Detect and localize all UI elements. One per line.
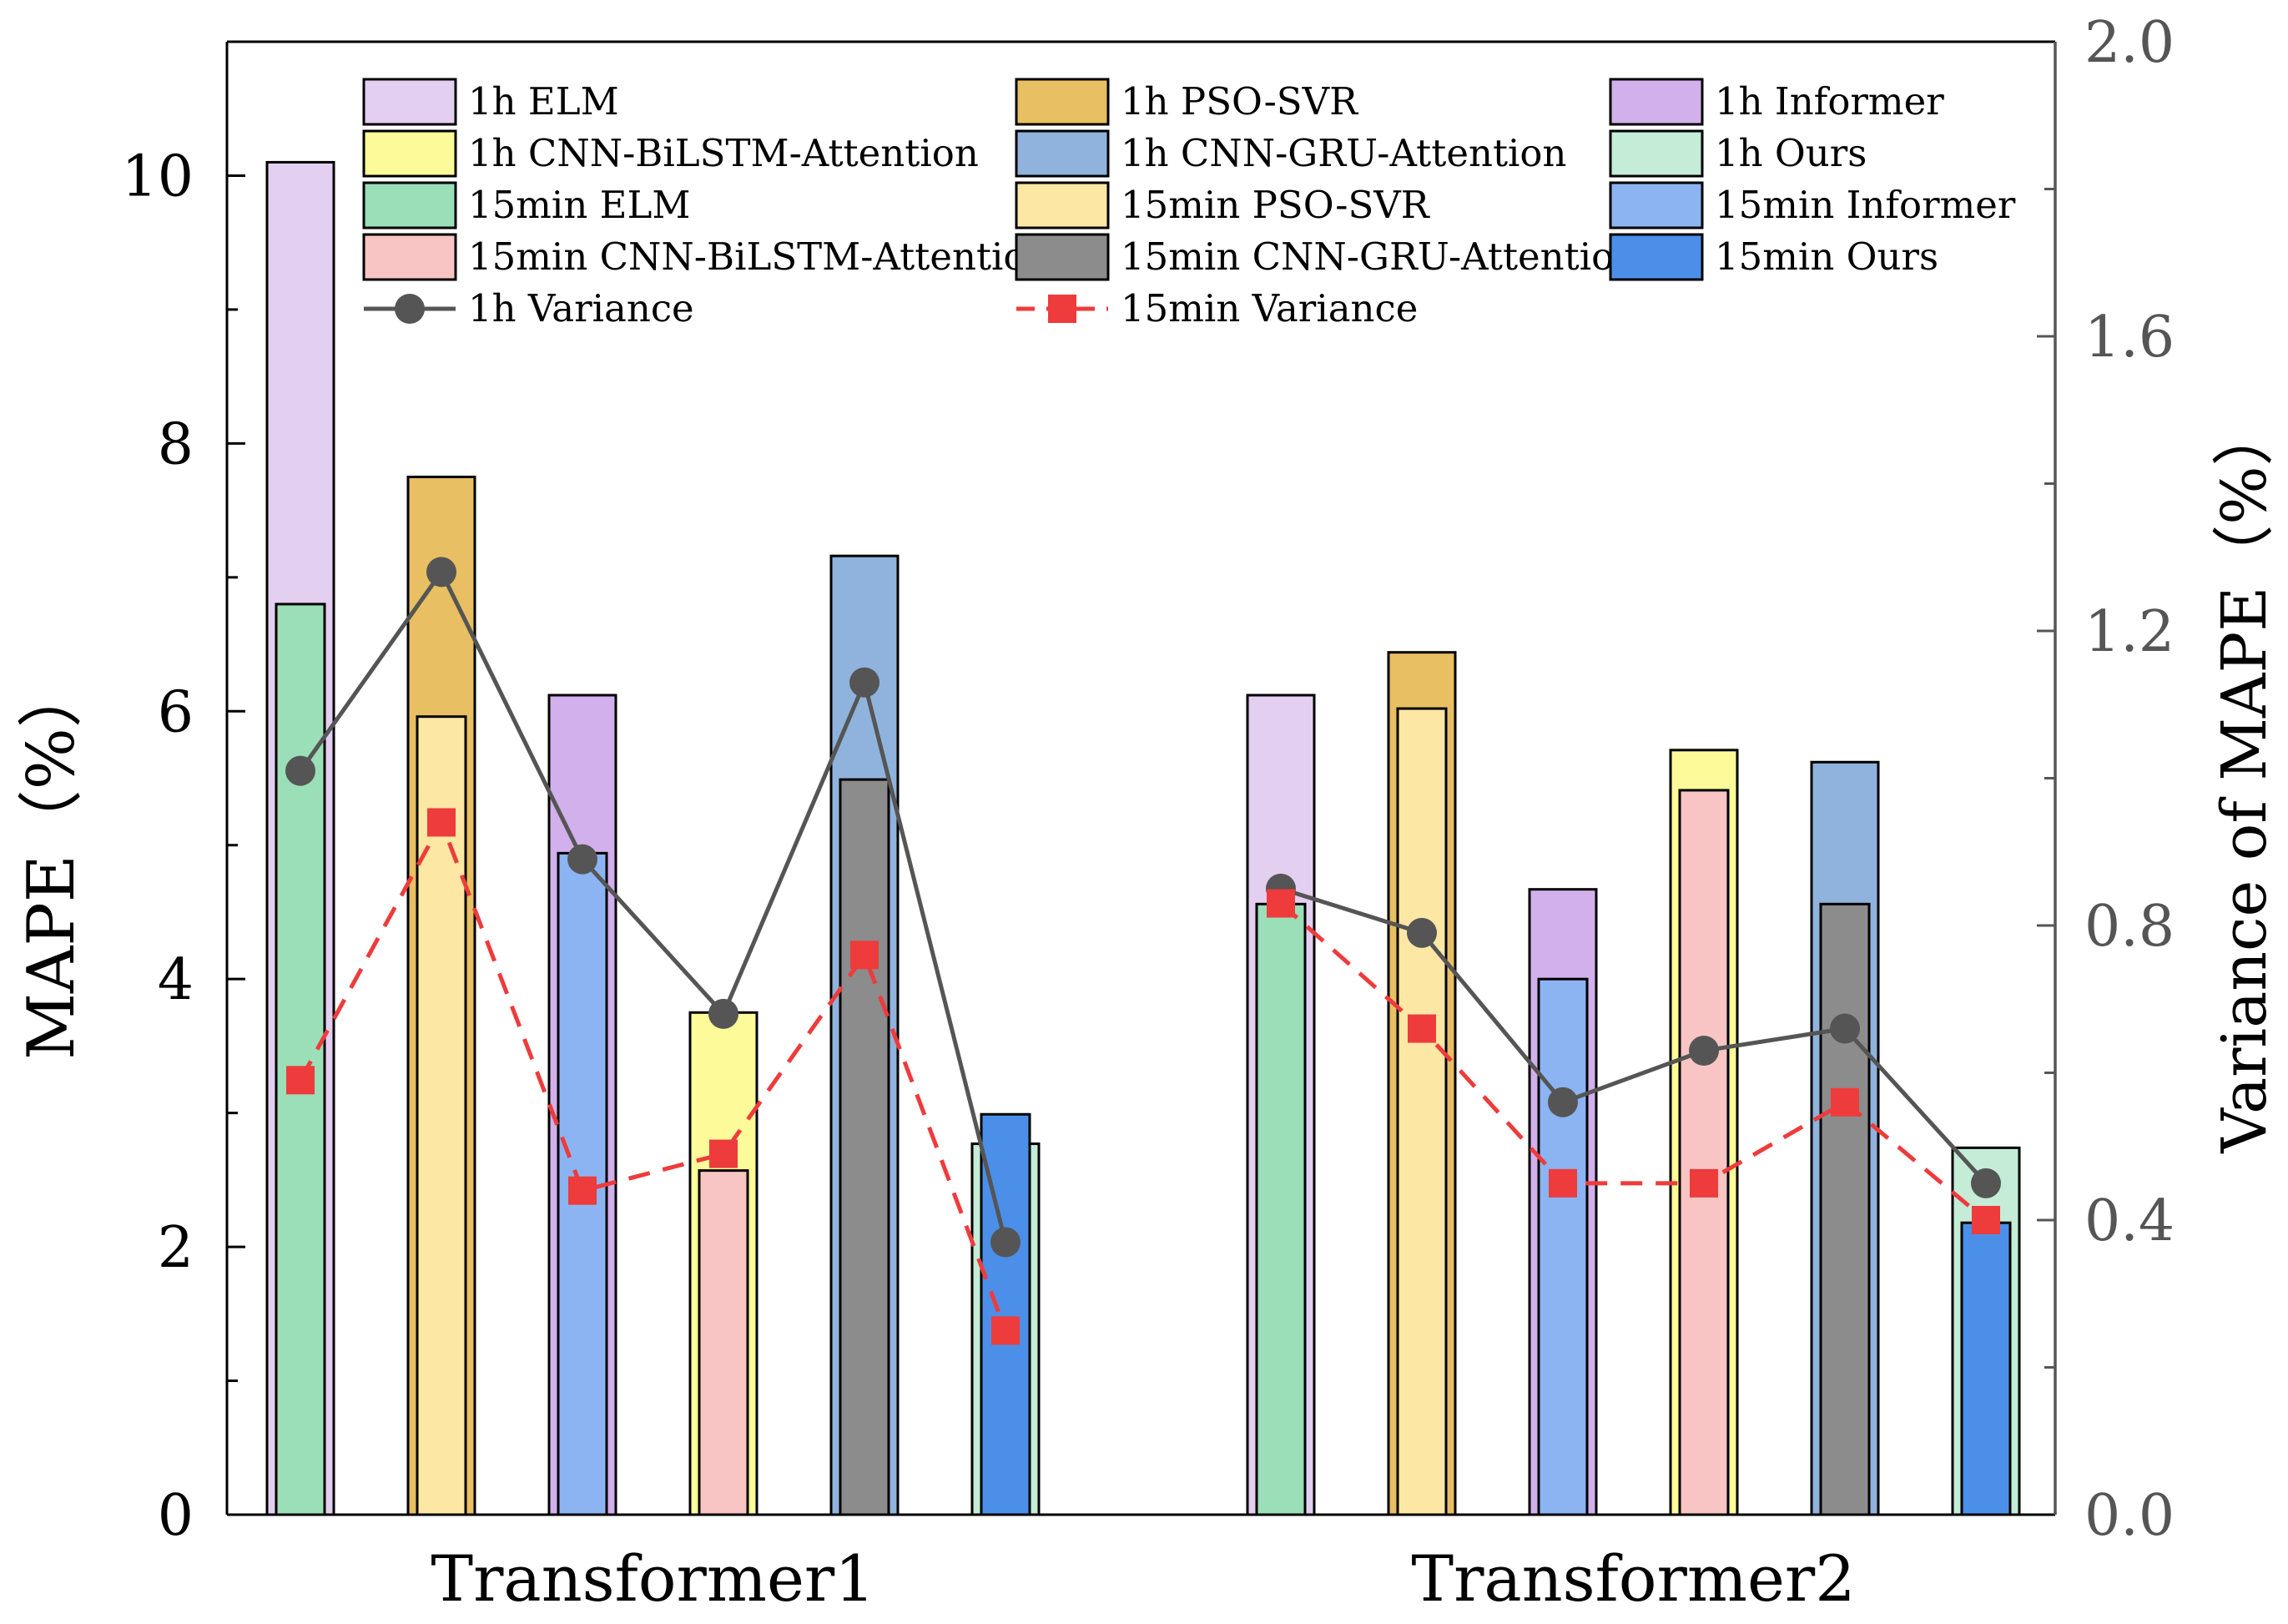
legend-label-1h-5: 1h Ours bbox=[1715, 131, 1867, 175]
variance-point-1h-t1-0 bbox=[285, 755, 315, 786]
legend-swatch-1h-0 bbox=[362, 78, 457, 126]
variance-lines-layer bbox=[285, 557, 2001, 1345]
bar-15min-pso-svr-2 bbox=[1396, 707, 1448, 1516]
y-tick-label: 6 bbox=[158, 679, 194, 745]
variance-point-1h-t1-1 bbox=[426, 557, 456, 588]
legend-label-15min-variance: 15min Variance bbox=[1121, 286, 1418, 330]
variance-point-1h-t2-4 bbox=[1830, 1013, 1860, 1044]
legend-swatch-1h-1 bbox=[1015, 78, 1110, 126]
variance-point-1h-t1-5 bbox=[990, 1227, 1021, 1258]
variance-point-15min-t1-2 bbox=[568, 1176, 597, 1205]
variance-point-15min-t2-1 bbox=[1408, 1014, 1436, 1043]
variance-point-15min-t1-3 bbox=[709, 1139, 738, 1168]
variance-point-1h-t2-5 bbox=[1971, 1168, 2001, 1198]
variance-point-15min-t1-5 bbox=[991, 1316, 1020, 1345]
x-category-label: Transformer2 bbox=[1411, 1541, 1855, 1616]
legend-marker-1h-variance bbox=[395, 294, 425, 324]
y-tick-label: 10 bbox=[121, 144, 194, 209]
legend-swatch-15min-2 bbox=[1609, 181, 1704, 229]
legend: 1h ELM 1h PSO-SVR 1h Informer 1h CNN-BiLSTM… bbox=[362, 78, 2016, 330]
y2-tick-label: 2.0 bbox=[2084, 10, 2175, 76]
y2-axis-title: Variance of MAPE（%） bbox=[2209, 404, 2280, 1153]
legend-swatch-15min-5 bbox=[1609, 233, 1704, 281]
legend-label-1h-1: 1h PSO-SVR bbox=[1121, 79, 1358, 124]
variance-point-1h-t2-3 bbox=[1689, 1036, 1719, 1067]
y-tick-label: 2 bbox=[158, 1215, 194, 1281]
y-tick-label: 4 bbox=[158, 947, 194, 1013]
legend-label-1h-3: 1h CNN-BiLSTM-Attention bbox=[468, 131, 979, 175]
variance-point-15min-t2-3 bbox=[1690, 1168, 1718, 1198]
legend-label-15min-4: 15min CNN-GRU-Attention bbox=[1121, 235, 1638, 279]
bar-15min-elm-1 bbox=[275, 603, 326, 1516]
y-ticks-layer: 0 2 4 6 8 10 bbox=[121, 144, 245, 1549]
variance-point-1h-t2-1 bbox=[1407, 917, 1437, 948]
y2-ticks-layer: 0.0 0.4 0.8 1.2 1.6 2.0 bbox=[2037, 10, 2175, 1549]
bar-15min-elm-2 bbox=[1255, 902, 1307, 1516]
x-category-labels: Transformer1 Transformer2 bbox=[431, 1541, 1855, 1616]
y2-tick-label: 0.8 bbox=[2084, 894, 2175, 960]
variance-point-15min-t2-4 bbox=[1831, 1087, 1859, 1117]
legend-marker-15min-variance bbox=[1048, 295, 1076, 323]
legend-label-1h-0: 1h ELM bbox=[468, 79, 619, 124]
variance-line-15min-t2 bbox=[1279, 901, 1988, 1222]
variance-point-1h-t2-2 bbox=[1548, 1087, 1578, 1117]
legend-swatch-15min-3 bbox=[362, 233, 457, 281]
variance-point-1h-t1-3 bbox=[708, 998, 738, 1029]
bars-layer bbox=[265, 160, 2021, 1516]
variance-point-15min-t2-0 bbox=[1267, 889, 1295, 918]
legend-label-15min-3: 15min CNN-BiLSTM-Attention bbox=[468, 235, 1051, 279]
y2-tick-label: 1.2 bbox=[2084, 599, 2175, 665]
legend-swatch-1h-3 bbox=[362, 129, 457, 178]
bar-15min-cnn-bilstm-attention-1 bbox=[698, 1169, 749, 1516]
bar-15min-cnn-gru-attention-1 bbox=[839, 778, 890, 1516]
variance-point-1h-t1-4 bbox=[849, 667, 879, 698]
y-axis-title: MAPE（%） bbox=[14, 663, 89, 1060]
variance-point-15min-t1-4 bbox=[850, 941, 879, 970]
variance-line-1h-t2 bbox=[1280, 886, 1988, 1185]
bar-15min-cnn-bilstm-attention-2 bbox=[1678, 789, 1730, 1516]
legend-label-1h-variance: 1h Variance bbox=[468, 286, 694, 330]
legend-swatch-1h-5 bbox=[1609, 129, 1704, 178]
legend-label-15min-0: 15min ELM bbox=[468, 183, 690, 227]
variance-point-15min-t1-1 bbox=[427, 808, 456, 837]
y2-tick-label: 0.4 bbox=[2084, 1188, 2175, 1254]
bar-15min-cnn-gru-attention-2 bbox=[1819, 902, 1871, 1516]
legend-swatch-15min-0 bbox=[362, 181, 457, 229]
y-tick-label: 0 bbox=[158, 1483, 194, 1549]
legend-label-15min-5: 15min Ours bbox=[1715, 235, 1938, 279]
variance-point-15min-t1-0 bbox=[286, 1066, 315, 1095]
bar-15min-informer-2 bbox=[1537, 977, 1589, 1516]
legend-label-1h-2: 1h Informer bbox=[1715, 79, 1944, 124]
legend-swatch-1h-2 bbox=[1609, 78, 1704, 126]
y-tick-label: 8 bbox=[158, 411, 194, 477]
legend-swatch-1h-4 bbox=[1015, 129, 1110, 178]
legend-label-15min-2: 15min Informer bbox=[1715, 183, 2016, 227]
legend-swatch-15min-4 bbox=[1015, 233, 1110, 281]
variance-point-15min-t2-5 bbox=[1972, 1206, 2000, 1234]
legend-label-1h-4: 1h CNN-GRU-Attention bbox=[1121, 131, 1567, 175]
x-category-label: Transformer1 bbox=[431, 1541, 874, 1616]
y2-tick-label: 1.6 bbox=[2084, 305, 2175, 371]
legend-label-15min-1: 15min PSO-SVR bbox=[1121, 183, 1430, 227]
y2-tick-label: 0.0 bbox=[2084, 1483, 2175, 1549]
legend-swatch-15min-1 bbox=[1015, 181, 1110, 229]
bar-15min-ours-2 bbox=[1960, 1221, 2012, 1516]
variance-point-15min-t2-2 bbox=[1549, 1168, 1577, 1198]
variance-line-1h-t1 bbox=[298, 567, 1008, 1243]
variance-point-1h-t1-2 bbox=[567, 844, 597, 875]
